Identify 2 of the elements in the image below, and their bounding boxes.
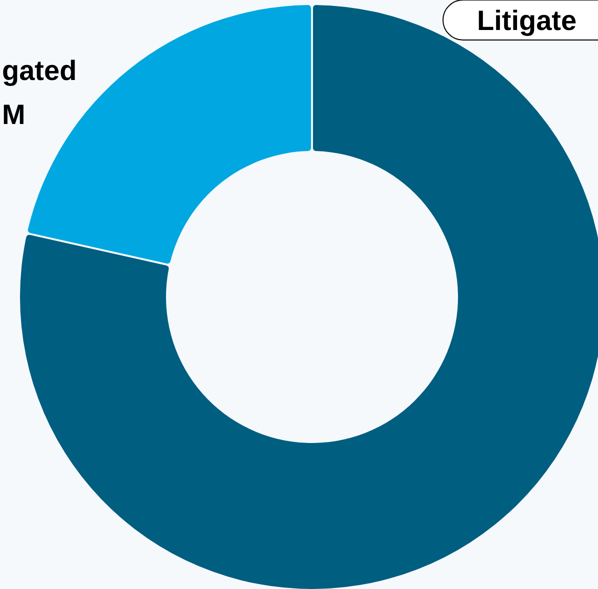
slice-label: Litigate <box>477 5 577 36</box>
slice-label: gated M <box>2 55 77 130</box>
